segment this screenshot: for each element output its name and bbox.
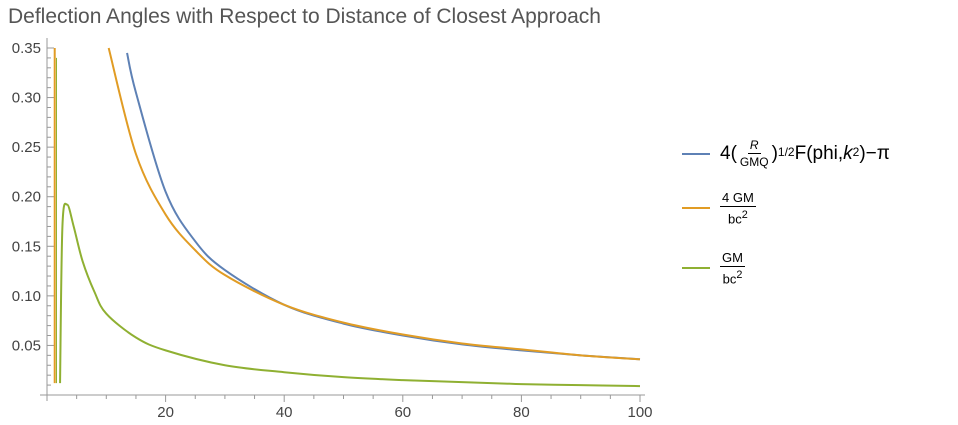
- legend-item-deflection-exact: 4( R GMQ ) 1/2 F(phi, k 2)−π: [682, 138, 890, 169]
- series-layer: [53, 47, 641, 388]
- series-line-exact: [126, 52, 641, 361]
- legend-label-gm: GM bc2: [720, 250, 745, 286]
- legend-swatch-green: [682, 267, 710, 270]
- y-tick-label: 0.35: [12, 40, 41, 57]
- axes: 20 40 60 80 100 0.05 0.10 0.15 0.20 0.25 0.30 0.35: [12, 38, 653, 421]
- legend-sup: 2: [736, 269, 743, 281]
- x-tick-label: 40: [276, 404, 293, 421]
- legend-sup: 1/2: [777, 144, 795, 159]
- legend-k: k: [843, 142, 853, 164]
- legend-tail: )−π: [859, 142, 890, 164]
- legend-swatch-orange: [682, 207, 710, 210]
- x-tick-label: 80: [513, 404, 530, 421]
- x-tick-label: 60: [394, 404, 411, 421]
- x-tick-label: 100: [627, 404, 652, 421]
- chart-title: Deflection Angles with Respect to Distan…: [8, 5, 601, 28]
- legend-frac-num: 4 GM: [720, 190, 756, 207]
- legend-text: 4(: [720, 142, 737, 164]
- series-line-gm: [59, 202, 641, 388]
- legend-item-4gm: 4 GM bc2: [682, 190, 756, 226]
- legend-sup: 2: [741, 209, 748, 221]
- legend-frac-den: bc: [728, 211, 742, 227]
- legend-sup2: 2: [852, 144, 860, 159]
- legend-fraction: R GMQ: [738, 138, 771, 169]
- legend-frac-den: bc: [722, 271, 737, 287]
- y-tick-label: 0.30: [12, 90, 41, 107]
- legend-frac-num: R: [747, 138, 761, 154]
- legend-frac-num: GM: [720, 250, 745, 267]
- legend-item-gm: GM bc2: [682, 250, 745, 286]
- legend-label-4gm: 4 GM bc2: [720, 190, 756, 226]
- y-tick-label: 0.10: [12, 288, 41, 305]
- y-tick-label: 0.15: [12, 238, 41, 255]
- legend-label-exact: 4( R GMQ ) 1/2 F(phi, k 2)−π: [720, 138, 890, 169]
- y-tick-label: 0.25: [12, 139, 41, 156]
- y-tick-label: 0.20: [12, 189, 41, 206]
- legend-func: F(phi,: [794, 142, 844, 164]
- legend: 4( R GMQ ) 1/2 F(phi, k 2)−π 4 GM bc2 GM bc…: [682, 0, 952, 425]
- y-tick-label: 0.05: [12, 337, 41, 354]
- series-line-4gm: [107, 47, 641, 361]
- legend-frac-den: GMQ: [739, 155, 769, 169]
- x-tick-label: 20: [157, 404, 174, 421]
- legend-swatch-blue: [682, 152, 710, 155]
